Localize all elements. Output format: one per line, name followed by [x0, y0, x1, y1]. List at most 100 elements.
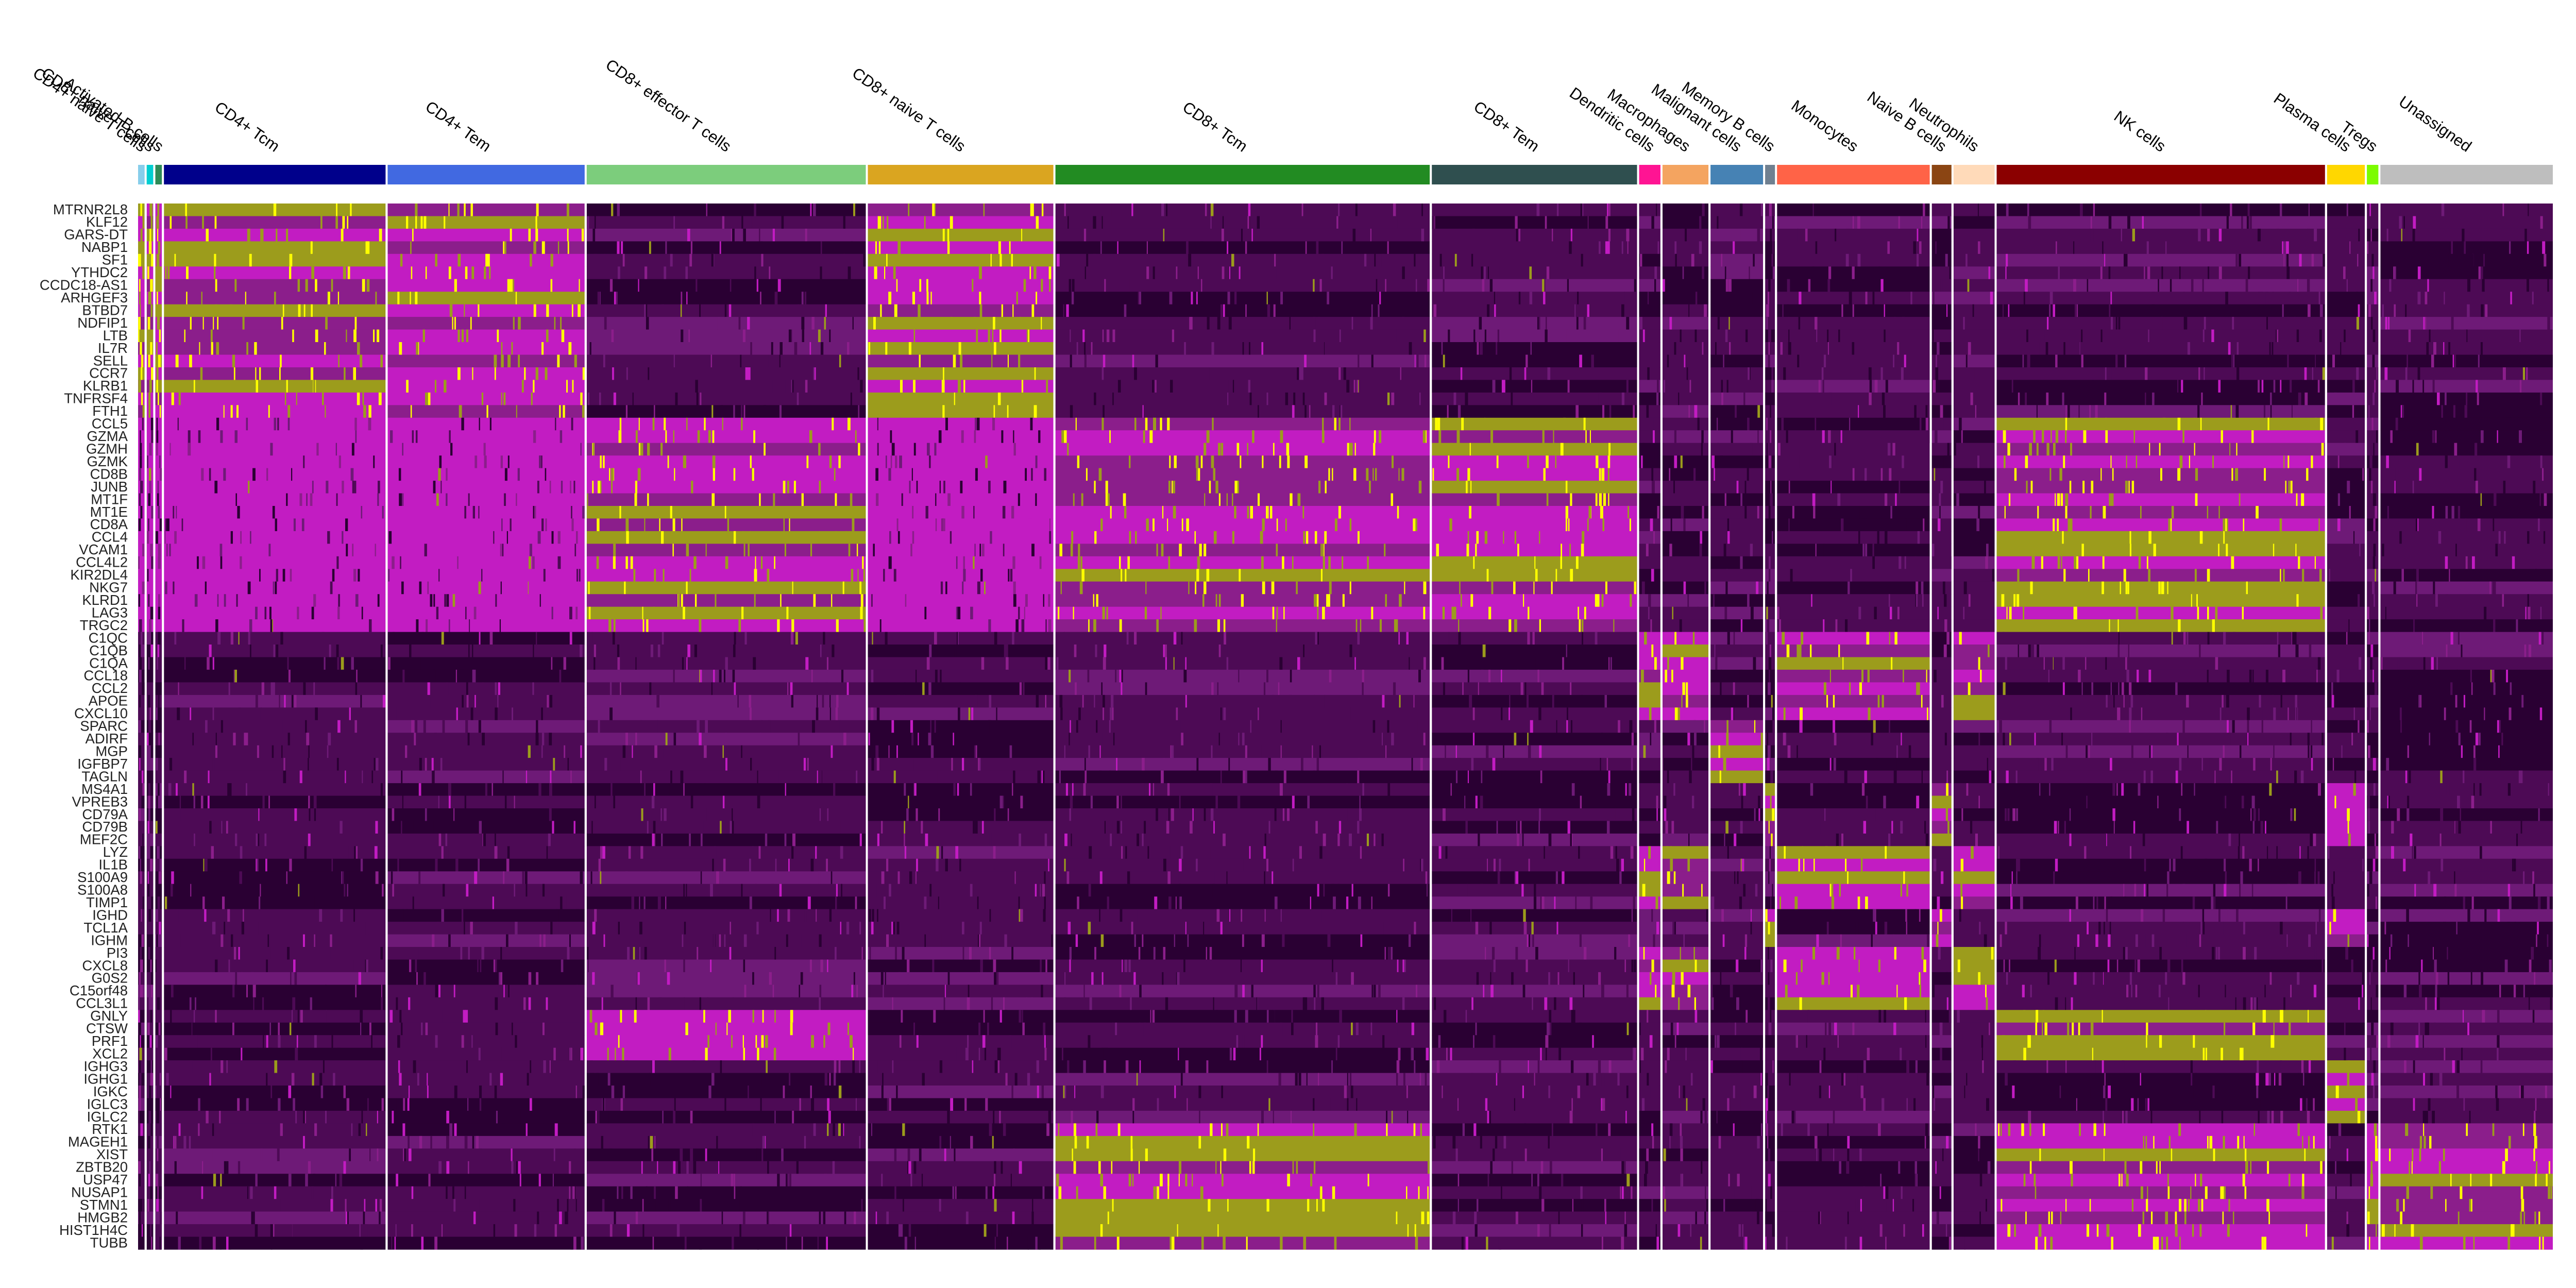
heatmap-speckle: [1587, 518, 1589, 532]
heatmap-speckle: [936, 770, 938, 784]
heatmap-speckle: [1328, 556, 1331, 569]
heatmap-speckle: [705, 544, 707, 557]
heatmap-speckle: [158, 606, 161, 620]
heatmap-speckle: [2057, 493, 2060, 506]
heatmap-cell: [1710, 392, 1764, 405]
heatmap-speckle: [566, 204, 569, 217]
heatmap-cell: [2327, 619, 2365, 633]
heatmap-speckle: [675, 392, 678, 405]
heatmap-speckle: [1453, 392, 1456, 405]
cluster-color-block: [1639, 165, 1660, 184]
heatmap-speckle: [324, 342, 326, 355]
heatmap-cell: [868, 594, 1054, 607]
heatmap-speckle: [247, 506, 250, 519]
heatmap-cell: [868, 556, 1054, 569]
heatmap-cell: [1639, 518, 1660, 532]
heatmap-cell: [387, 342, 585, 355]
heatmap-speckle: [1172, 481, 1173, 494]
heatmap-speckle: [303, 682, 306, 696]
heatmap-speckle: [2061, 733, 2063, 746]
heatmap-speckle: [1882, 392, 1885, 405]
heatmap-speckle: [1336, 216, 1338, 229]
heatmap-speckle: [213, 317, 214, 330]
heatmap-speckle: [1484, 266, 1486, 280]
heatmap-cell: [1777, 455, 1930, 469]
heatmap-cell: [1931, 292, 1952, 305]
heatmap-speckle: [1470, 594, 1473, 607]
heatmap-speckle: [1716, 304, 1717, 317]
heatmap-speckle: [484, 266, 486, 280]
heatmap-speckle: [1739, 669, 1743, 683]
heatmap-speckle: [1650, 619, 1652, 633]
heatmap-speckle: [2017, 770, 2020, 784]
heatmap-speckle: [215, 304, 217, 317]
heatmap-cell: [1996, 354, 2325, 368]
heatmap-speckle: [2310, 531, 2313, 544]
heatmap-speckle: [2230, 204, 2232, 217]
heatmap-speckle: [979, 304, 982, 317]
heatmap-cell: [1710, 417, 1764, 431]
heatmap-speckle: [351, 443, 354, 456]
heatmap-cell: [138, 430, 145, 444]
heatmap-speckle: [1276, 518, 1278, 532]
heatmap-speckle: [2277, 329, 2279, 343]
heatmap-speckle: [276, 228, 278, 242]
heatmap-speckle: [2149, 745, 2151, 758]
heatmap-cell: [1765, 354, 1775, 368]
heatmap-speckle: [1103, 657, 1106, 670]
heatmap-speckle: [1927, 430, 1930, 444]
heatmap-speckle: [783, 481, 786, 494]
heatmap-speckle: [1239, 266, 1241, 280]
heatmap-speckle: [149, 468, 151, 481]
heatmap-cell: [1777, 669, 1930, 683]
heatmap-speckle: [1717, 443, 1720, 456]
heatmap-speckle: [2019, 342, 2021, 355]
heatmap-speckle: [904, 682, 906, 696]
heatmap-speckle: [1290, 745, 1292, 758]
heatmap-speckle: [1690, 367, 1693, 381]
heatmap-speckle: [549, 443, 551, 456]
heatmap-speckle: [1379, 430, 1382, 444]
heatmap-speckle: [1448, 632, 1450, 645]
heatmap-speckle: [2413, 619, 2415, 633]
heatmap-speckle: [1601, 657, 1603, 670]
heatmap-speckle: [1241, 228, 1243, 242]
heatmap-speckle: [2473, 758, 2477, 771]
heatmap-speckle: [1700, 493, 1703, 506]
heatmap-cell: [2380, 594, 2553, 607]
heatmap-speckle: [188, 443, 191, 456]
heatmap-speckle: [2204, 317, 2206, 330]
heatmap-speckle: [1245, 745, 1247, 758]
heatmap-speckle: [644, 518, 646, 532]
heatmap-speckle: [1674, 430, 1676, 444]
heatmap-speckle: [1685, 228, 1687, 242]
heatmap-speckle: [2384, 367, 2388, 381]
heatmap-speckle: [1721, 253, 1723, 267]
heatmap-speckle: [2295, 694, 2297, 708]
heatmap-speckle: [1276, 606, 1278, 620]
heatmap-speckle: [2062, 682, 2065, 696]
heatmap-speckle: [1358, 758, 1360, 771]
heatmap-speckle: [1423, 733, 1426, 746]
heatmap-cell: [1953, 720, 1995, 733]
heatmap-speckle: [1687, 733, 1690, 746]
heatmap-speckle: [773, 493, 775, 506]
heatmap-speckle: [2483, 253, 2485, 267]
heatmap-speckle: [2141, 707, 2143, 721]
heatmap-cell: [1765, 770, 1775, 784]
heatmap-speckle: [1313, 279, 1315, 292]
heatmap-speckle: [876, 707, 880, 721]
heatmap-speckle: [747, 317, 750, 330]
heatmap-speckle: [2286, 253, 2289, 267]
heatmap-speckle: [1056, 657, 1059, 670]
heatmap-speckle: [2471, 253, 2473, 267]
heatmap-speckle: [1258, 493, 1260, 506]
heatmap-speckle: [1302, 506, 1304, 519]
heatmap-speckle: [2110, 493, 2114, 506]
heatmap-speckle: [1529, 266, 1532, 280]
heatmap-speckle: [886, 455, 887, 469]
heatmap-speckle: [353, 569, 357, 582]
heatmap-speckle: [139, 493, 141, 506]
heatmap-speckle: [414, 733, 416, 746]
heatmap-speckle: [2129, 531, 2131, 544]
